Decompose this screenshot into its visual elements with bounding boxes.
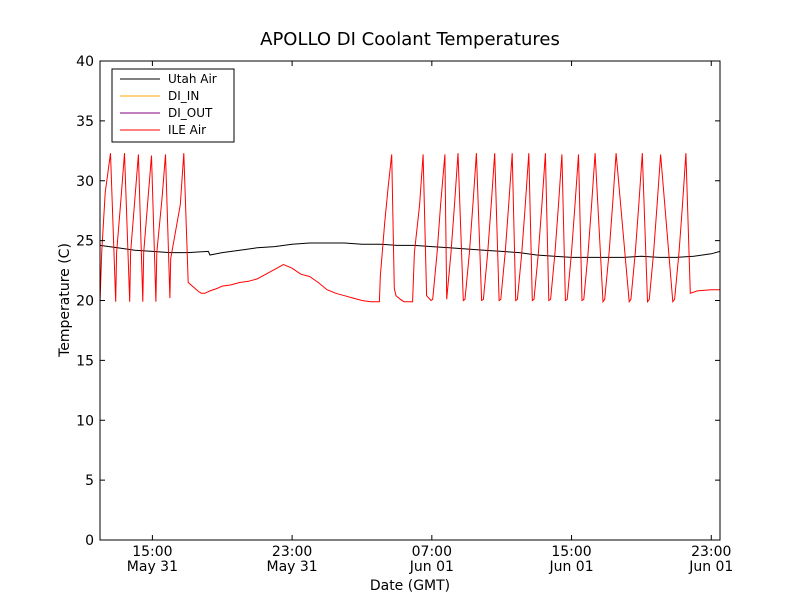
x-tick-time: 15:00 <box>132 544 172 560</box>
y-tick-label: 30 <box>76 174 94 190</box>
y-axis-label: Temperature (C) <box>57 243 73 358</box>
y-tick-label: 40 <box>76 54 94 70</box>
chart-title: APOLLO DI Coolant Temperatures <box>260 29 560 50</box>
x-tick-time: 07:00 <box>412 544 452 560</box>
legend-label-di-out: DI_OUT <box>168 106 213 120</box>
y-tick-label: 0 <box>85 533 94 549</box>
x-tick-date: Jun 01 <box>548 559 593 575</box>
y-tick-label: 15 <box>76 353 94 369</box>
plot-frame <box>99 60 721 541</box>
y-tick-label: 10 <box>76 413 94 429</box>
y-tick-label: 20 <box>76 294 94 310</box>
legend: Utah Air DI_IN DI_OUT ILE Air <box>111 68 235 143</box>
legend-label-ile-air: ILE Air <box>168 123 206 137</box>
legend-label-utah-air: Utah Air <box>168 72 217 86</box>
y-tick-label: 5 <box>85 473 94 489</box>
legend-label-di-in: DI_IN <box>168 89 199 103</box>
x-tick-date: Jun 01 <box>409 559 454 575</box>
y-tick-label: 35 <box>76 114 94 130</box>
x-tick-time: 15:00 <box>551 544 591 560</box>
x-tick-date: May 31 <box>127 559 178 575</box>
y-tick-label: 25 <box>76 234 94 250</box>
x-tick-date: May 31 <box>267 559 318 575</box>
series-line-utah-air <box>99 242 721 258</box>
x-axis-label: Date (GMT) <box>370 578 450 594</box>
x-tick-time: 23:00 <box>272 544 312 560</box>
series-layer <box>99 153 721 304</box>
x-tick-time: 23:00 <box>691 544 731 560</box>
x-tick-date: Jun 01 <box>688 559 733 575</box>
series-line-ile-air <box>99 153 720 304</box>
